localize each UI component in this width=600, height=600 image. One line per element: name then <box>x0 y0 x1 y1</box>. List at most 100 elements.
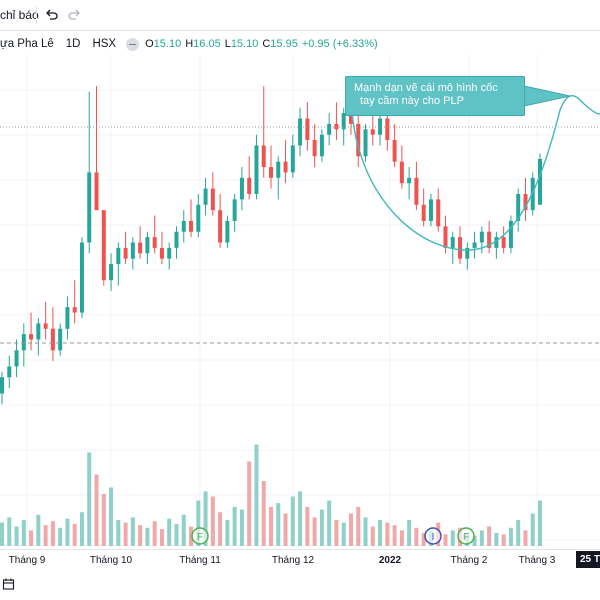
candle-body <box>130 242 135 259</box>
candle-body <box>290 145 295 173</box>
change-value: +0.95 (+6.33%) <box>301 38 378 50</box>
volume-bar <box>479 530 484 546</box>
volume-bar <box>50 521 55 546</box>
candle-body <box>261 145 266 168</box>
candle-body <box>407 177 412 184</box>
volume-bar <box>167 518 172 546</box>
volume-bar <box>508 527 513 546</box>
volume-bar <box>298 491 303 546</box>
volume-bar <box>138 525 143 546</box>
volume-bar <box>385 522 390 546</box>
candle-body <box>43 323 48 329</box>
candle-body <box>218 210 223 243</box>
candle-body <box>21 334 26 351</box>
event-marker-circle <box>424 527 442 545</box>
candle-body <box>123 247 128 259</box>
volume-bar <box>334 520 339 546</box>
candle-body <box>36 323 41 340</box>
callout-line-2: tay cầm này cho PLP <box>360 95 464 107</box>
candle-body <box>319 134 324 157</box>
candle-body <box>58 328 63 351</box>
candle-body <box>472 242 477 248</box>
candle-body <box>167 247 172 259</box>
low-key: L <box>224 38 231 50</box>
candle-body <box>450 237 455 248</box>
candle-body <box>523 193 528 211</box>
time-tick: Tháng 12 <box>271 555 315 566</box>
volume-bar <box>79 512 84 546</box>
calendar-icon[interactable] <box>2 577 16 596</box>
volume-bar <box>239 509 244 546</box>
candle-body <box>87 172 92 243</box>
time-tick: 2022 <box>378 555 402 566</box>
candle-body <box>189 220 194 232</box>
candle-body <box>210 188 215 211</box>
volume-bar <box>94 474 99 546</box>
event-marker[interactable]: I <box>424 527 442 545</box>
volume-bar <box>421 533 426 546</box>
time-tick: Tháng 2 <box>450 555 488 566</box>
bottom-bar <box>0 572 600 600</box>
event-marker-circle <box>457 527 475 545</box>
volume-bar <box>472 535 477 546</box>
time-tick: Tháng 11 <box>179 555 221 566</box>
time-axis[interactable]: Tháng 9 Tháng 10 Tháng 11 Tháng 12 2022 … <box>0 549 600 570</box>
time-tick: Tháng 3 <box>518 555 556 566</box>
volume-bar <box>159 529 164 546</box>
volume-bar <box>290 496 295 546</box>
high-value: 16.05 <box>193 38 221 50</box>
candle-body <box>109 264 114 281</box>
candle-body <box>116 247 121 265</box>
candle-body <box>385 118 390 141</box>
candle-body <box>50 328 55 351</box>
volume-bar <box>174 523 179 546</box>
candle-body <box>94 172 99 211</box>
volume-bar <box>29 530 34 546</box>
high-key: H <box>185 38 194 50</box>
candle-body <box>516 193 521 221</box>
volume-bar <box>348 513 353 546</box>
volume-bar <box>7 517 12 546</box>
candle-body <box>145 237 150 254</box>
candle-body <box>399 161 404 184</box>
candle-body <box>378 118 383 135</box>
close-key: C <box>262 38 271 50</box>
candle-body <box>363 129 368 157</box>
volume-bar <box>109 487 114 546</box>
indicators-button[interactable]: chỉ báo <box>0 8 39 22</box>
volume-bar <box>261 481 266 546</box>
candle-body <box>421 204 426 221</box>
annotation-callout[interactable]: Mạnh dạn vẽ cái mô hình cốc tay cầm này … <box>345 76 525 116</box>
cup-drawing[interactable] <box>351 95 600 251</box>
symbol-name[interactable]: ựa Pha Lê <box>0 38 54 50</box>
candle-body <box>247 177 252 194</box>
event-marker[interactable]: F <box>457 527 475 545</box>
volume-bar <box>247 461 252 546</box>
volume-bar <box>196 500 201 546</box>
event-marker[interactable]: F <box>191 527 209 545</box>
candle-body <box>101 210 106 281</box>
candle-body <box>138 242 143 254</box>
candle-body <box>479 231 484 243</box>
candle-body <box>196 204 201 232</box>
candle-body <box>341 113 346 130</box>
candle-body <box>159 247 164 259</box>
collapse-legend-icon[interactable] <box>126 37 140 51</box>
candle-body <box>232 199 237 221</box>
candle-body <box>538 158 542 205</box>
volume-bar <box>189 526 194 546</box>
cursor-date-label: 25 T <box>576 551 600 568</box>
candle-body <box>283 161 288 173</box>
symbol-interval[interactable]: 1D <box>65 38 81 50</box>
candle-body <box>65 307 70 329</box>
volume-bar <box>312 517 317 546</box>
event-marker-letter: F <box>463 532 469 543</box>
volume-bar <box>356 507 361 546</box>
undo-icon[interactable] <box>42 5 62 25</box>
candle-body <box>152 237 157 248</box>
candle-body <box>239 177 244 200</box>
redo-icon[interactable] <box>64 5 84 25</box>
volume-bar <box>101 494 106 546</box>
